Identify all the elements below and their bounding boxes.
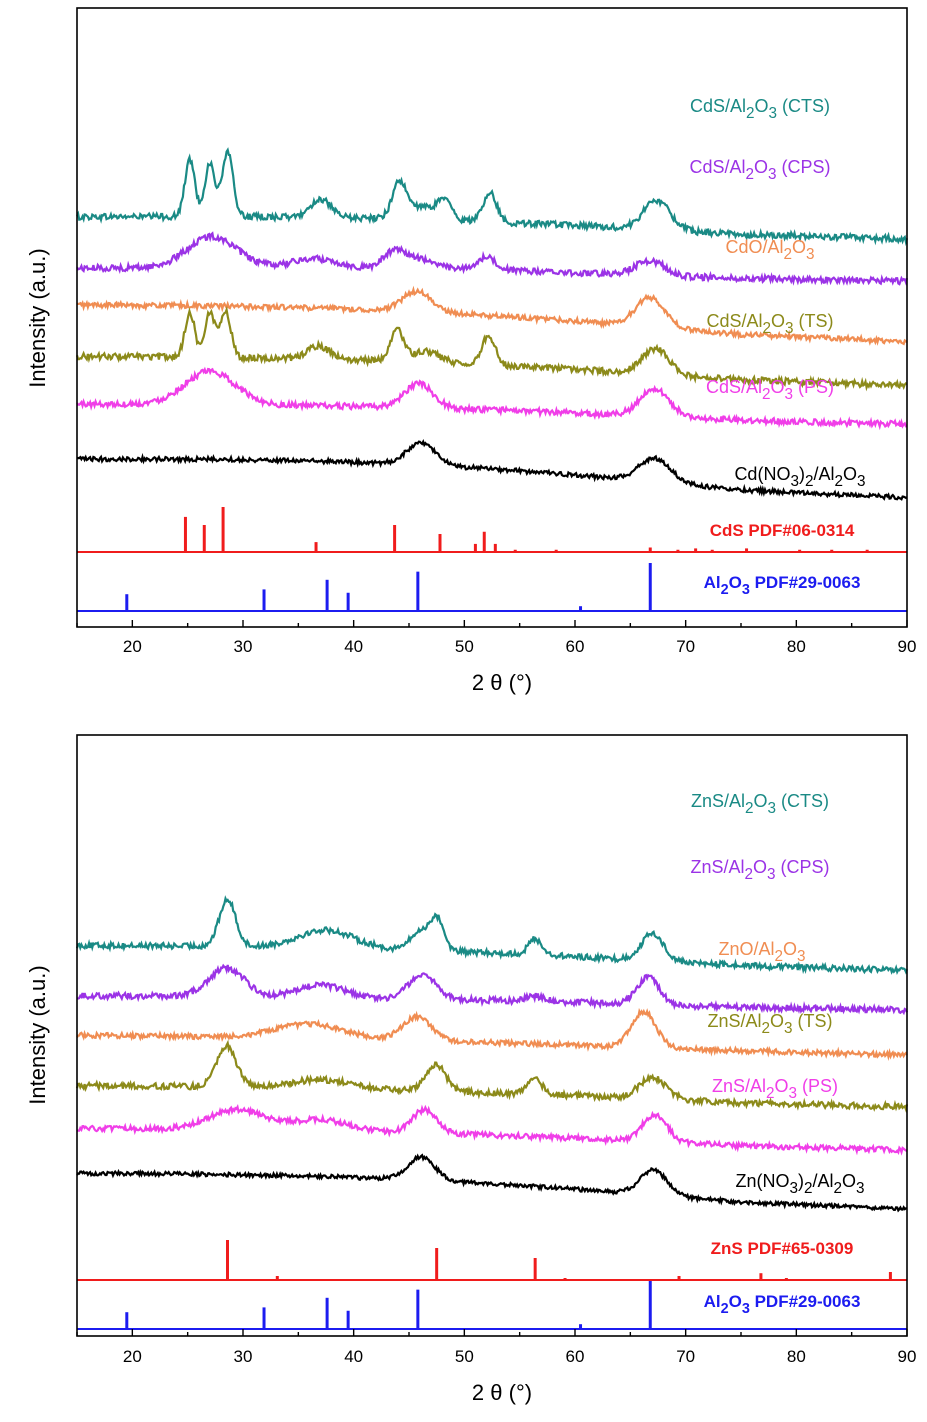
- xrd-panel-top: CdS/Al2O3 (CTS) CdS/Al2O3 (CPS) CdO/Al2O3 C…: [25, 7, 917, 695]
- y-axis-title: Intensity (a.u.): [25, 248, 50, 387]
- x-tick-label: 60: [566, 1347, 585, 1366]
- series-line-cds-al2o3-cps-: [76, 231, 909, 286]
- y-axis-title: Intensity (a.u.): [25, 965, 50, 1104]
- x-axis-title: 2 θ (°): [472, 1380, 532, 1405]
- x-tick-label: 70: [676, 637, 695, 656]
- series-line-zno-al2o3: [76, 1007, 908, 1061]
- reference-label-0: CdS PDF#06-0314: [710, 521, 855, 540]
- series-label-2: ZnO/Al2O3: [718, 939, 805, 965]
- reference-label-0: ZnS PDF#65-0309: [711, 1239, 854, 1258]
- x-tick-label: 50: [455, 1347, 474, 1366]
- series-line-zns-al2o3-cps-: [77, 963, 909, 1016]
- x-tick-label: 80: [787, 1347, 806, 1366]
- series-label-2: CdO/Al2O3: [725, 237, 814, 263]
- series-line-zns-al2o3-ps-: [76, 1103, 908, 1156]
- series-line-cds-al2o3-cts-: [76, 147, 909, 247]
- x-axis-title: 2 θ (°): [472, 670, 532, 695]
- series-label-5: Zn(NO3)2/Al2O3: [735, 1171, 864, 1197]
- x-tick-label: 90: [898, 1347, 917, 1366]
- series-line-cdo-al2o3: [76, 285, 908, 346]
- series-line-cd-no3-2-al2o3: [76, 439, 908, 501]
- x-tick-label: 80: [787, 637, 806, 656]
- x-tick-label: 30: [234, 1347, 253, 1366]
- reference-label-1: Al2O3 PDF#29-0063: [704, 573, 861, 598]
- xrd-panel-bottom: ZnS/Al2O3 (CTS) ZnS/Al2O3 (CPS) ZnO/Al2O3 Z…: [25, 734, 917, 1405]
- series-line-zns-al2o3-ts-: [75, 1039, 909, 1113]
- x-tick-label: 40: [344, 637, 363, 656]
- series-label-1: ZnS/Al2O3 (CPS): [690, 857, 829, 883]
- series-line-zn-no3-2-al2o3: [76, 1153, 907, 1213]
- series-line-cds-al2o3-ts-: [75, 305, 908, 392]
- series-line-cds-al2o3-ps-: [76, 366, 908, 431]
- reference-label-1: Al2O3 PDF#29-0063: [704, 1292, 861, 1317]
- series-label-4: CdS/Al2O3 (PS): [706, 377, 834, 403]
- series-label-4: ZnS/Al2O3 (PS): [712, 1076, 838, 1102]
- x-tick-label: 30: [234, 637, 253, 656]
- plot-frame: [76, 7, 908, 628]
- x-tick-label: 50: [455, 637, 474, 656]
- x-tick-label: 20: [123, 1347, 142, 1366]
- x-tick-label: 20: [123, 637, 142, 656]
- plot-frame: [76, 734, 908, 1337]
- x-tick-label: 70: [676, 1347, 695, 1366]
- x-tick-label: 40: [344, 1347, 363, 1366]
- x-tick-label: 90: [898, 637, 917, 656]
- series-label-5: Cd(NO3)2/Al2O3: [734, 464, 865, 490]
- series-line-zns-al2o3-cts-: [75, 895, 909, 976]
- series-label-0: ZnS/Al2O3 (CTS): [691, 791, 829, 817]
- series-label-1: CdS/Al2O3 (CPS): [689, 157, 830, 183]
- series-label-3: CdS/Al2O3 (TS): [706, 311, 833, 337]
- series-label-0: CdS/Al2O3 (CTS): [690, 96, 830, 122]
- x-tick-label: 60: [566, 637, 585, 656]
- series-label-3: ZnS/Al2O3 (TS): [707, 1011, 832, 1037]
